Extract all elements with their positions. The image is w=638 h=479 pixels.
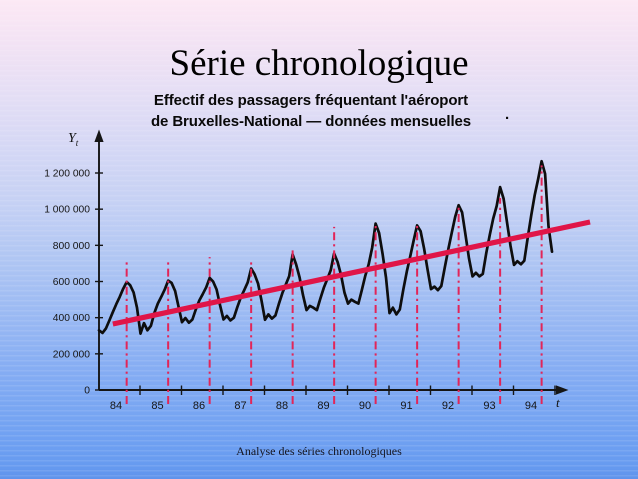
y-tick-label: 200 000 (53, 349, 90, 360)
y-tick-label: 800 000 (53, 241, 90, 252)
y-tick-label: 1 000 000 (44, 205, 90, 216)
x-year-label: 86 (193, 400, 205, 412)
x-year-label: 94 (525, 400, 537, 412)
x-year-label: 91 (400, 400, 412, 412)
trend-line (112, 219, 591, 327)
y-axis-arrow (94, 129, 104, 142)
y-tick-label: 400 000 (53, 313, 90, 324)
subtitle-line-2: de Bruxelles-National — données mensuell… (150, 113, 472, 130)
x-axis-arrow (556, 385, 569, 395)
y-axis-symbol: Yt (68, 131, 79, 148)
x-year-label: 88 (276, 400, 288, 412)
passenger-curve (97, 159, 554, 335)
x-year-label: 92 (442, 400, 454, 412)
x-axis-symbol: t (556, 395, 560, 410)
slide-subtitle: Effectif des passagers fréquentant l'aér… (0, 90, 622, 132)
y-tick-label: 0 (84, 386, 90, 397)
x-year-label: 93 (483, 400, 495, 412)
x-year-label: 90 (359, 400, 371, 412)
x-year-label: 85 (151, 400, 163, 412)
subtitle-line-1: Effectif des passagers fréquentant l'aér… (153, 92, 469, 109)
footer-caption: Analyse des séries chronologiques (236, 444, 402, 458)
x-year-label: 87 (234, 400, 246, 412)
page-title: Série chronologique (169, 43, 469, 84)
y-tick-label: 600 000 (53, 277, 90, 288)
x-year-label: 84 (110, 400, 122, 412)
x-year-label: 89 (317, 400, 329, 412)
stray-mark: . (505, 106, 510, 123)
y-tick-label: 1 200 000 (44, 169, 90, 180)
